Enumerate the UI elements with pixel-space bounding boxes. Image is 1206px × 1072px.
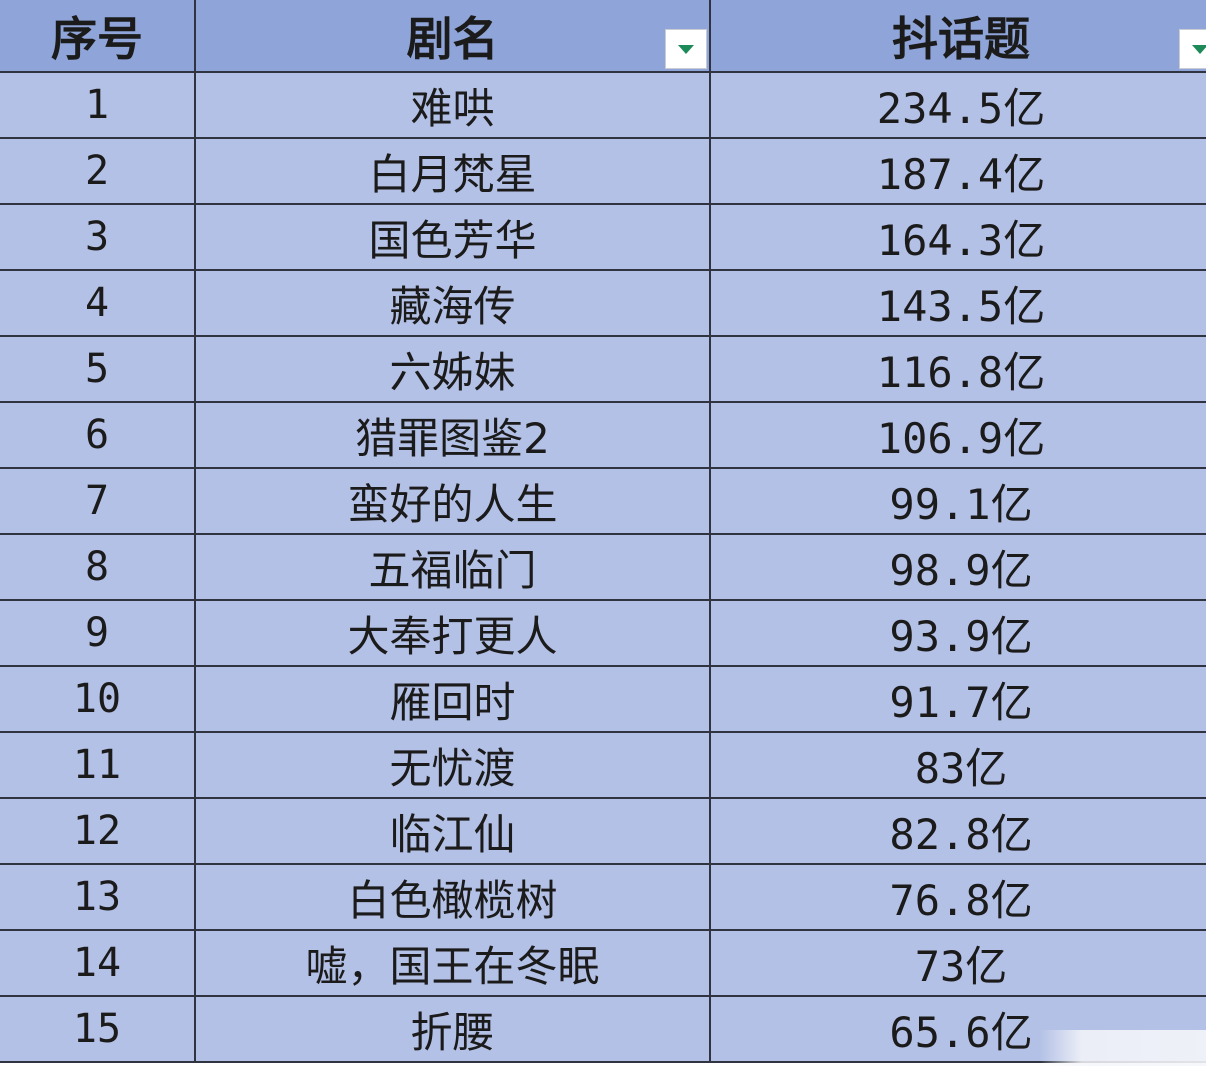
filter-dropdown-icon[interactable] bbox=[665, 29, 707, 69]
table-row: 13 白色橄榄树 76.8亿 bbox=[0, 863, 1206, 931]
cell-topic-count[interactable]: 164.3亿 bbox=[709, 203, 1206, 271]
table-row: 6 猎罪图鉴2 106.9亿 bbox=[0, 401, 1206, 469]
header-cell-name[interactable]: 剧名 bbox=[194, 0, 711, 73]
cell-topic-count[interactable]: 83亿 bbox=[709, 731, 1206, 799]
cell-index[interactable]: 1 bbox=[0, 71, 196, 139]
cell-drama-name[interactable]: 白月梵星 bbox=[194, 137, 711, 205]
cell-drama-name[interactable]: 无忧渡 bbox=[194, 731, 711, 799]
cell-index[interactable]: 4 bbox=[0, 269, 196, 337]
table-row: 11 无忧渡 83亿 bbox=[0, 731, 1206, 799]
cell-index[interactable]: 15 bbox=[0, 995, 196, 1063]
cell-topic-count[interactable]: 98.9亿 bbox=[709, 533, 1206, 601]
table-row: 14 嘘，国王在冬眠 73亿 bbox=[0, 929, 1206, 997]
cell-topic-count[interactable]: 234.5亿 bbox=[709, 71, 1206, 139]
cell-topic-count[interactable]: 91.7亿 bbox=[709, 665, 1206, 733]
cell-topic-count[interactable]: 82.8亿 bbox=[709, 797, 1206, 865]
cell-drama-name[interactable]: 藏海传 bbox=[194, 269, 711, 337]
cell-drama-name[interactable]: 六姊妹 bbox=[194, 335, 711, 403]
header-index-label: 序号 bbox=[51, 11, 143, 66]
cell-drama-name[interactable]: 白色橄榄树 bbox=[194, 863, 711, 931]
table-row: 10 雁回时 91.7亿 bbox=[0, 665, 1206, 733]
cell-index[interactable]: 9 bbox=[0, 599, 196, 667]
filter-dropdown-icon[interactable] bbox=[1179, 29, 1206, 69]
table-body: 1 难哄 234.5亿 2 白月梵星 187.4亿 3 国色芳华 164.3亿 4 藏海传 143.5… bbox=[0, 71, 1206, 1063]
cell-index[interactable]: 6 bbox=[0, 401, 196, 469]
table-row: 15 折腰 65.6亿 bbox=[0, 995, 1206, 1063]
table-row: 9 大奉打更人 93.9亿 bbox=[0, 599, 1206, 667]
header-cell-topic[interactable]: 抖话题 bbox=[709, 0, 1206, 73]
cell-topic-count[interactable]: 73亿 bbox=[709, 929, 1206, 997]
table-row: 12 临江仙 82.8亿 bbox=[0, 797, 1206, 865]
table-row: 7 蛮好的人生 99.1亿 bbox=[0, 467, 1206, 535]
cell-index[interactable]: 12 bbox=[0, 797, 196, 865]
cell-index[interactable]: 5 bbox=[0, 335, 196, 403]
cell-topic-count[interactable]: 116.8亿 bbox=[709, 335, 1206, 403]
table-row: 1 难哄 234.5亿 bbox=[0, 71, 1206, 139]
cell-drama-name[interactable]: 国色芳华 bbox=[194, 203, 711, 271]
cell-topic-count[interactable]: 143.5亿 bbox=[709, 269, 1206, 337]
cell-index[interactable]: 11 bbox=[0, 731, 196, 799]
header-cell-index[interactable]: 序号 bbox=[0, 0, 196, 73]
cell-drama-name[interactable]: 难哄 bbox=[194, 71, 711, 139]
cell-drama-name[interactable]: 大奉打更人 bbox=[194, 599, 711, 667]
header-row: 序号 剧名 抖话题 bbox=[0, 0, 1206, 73]
cell-index[interactable]: 3 bbox=[0, 203, 196, 271]
cell-index[interactable]: 14 bbox=[0, 929, 196, 997]
cell-index[interactable]: 10 bbox=[0, 665, 196, 733]
cell-topic-count[interactable]: 187.4亿 bbox=[709, 137, 1206, 205]
header-topic-label: 抖话题 bbox=[892, 11, 1030, 66]
table-row: 3 国色芳华 164.3亿 bbox=[0, 203, 1206, 271]
cell-drama-name[interactable]: 折腰 bbox=[194, 995, 711, 1063]
cell-topic-count[interactable]: 93.9亿 bbox=[709, 599, 1206, 667]
cell-topic-count[interactable]: 99.1亿 bbox=[709, 467, 1206, 535]
cell-drama-name[interactable]: 临江仙 bbox=[194, 797, 711, 865]
cell-drama-name[interactable]: 五福临门 bbox=[194, 533, 711, 601]
table-row: 2 白月梵星 187.4亿 bbox=[0, 137, 1206, 205]
cell-index[interactable]: 13 bbox=[0, 863, 196, 931]
table-row: 5 六姊妹 116.8亿 bbox=[0, 335, 1206, 403]
cell-drama-name[interactable]: 嘘，国王在冬眠 bbox=[194, 929, 711, 997]
cell-topic-count[interactable]: 76.8亿 bbox=[709, 863, 1206, 931]
cell-drama-name[interactable]: 猎罪图鉴2 bbox=[194, 401, 711, 469]
cell-topic-count[interactable]: 106.9亿 bbox=[709, 401, 1206, 469]
table-header: 序号 剧名 抖话题 bbox=[0, 0, 1206, 73]
cell-drama-name[interactable]: 雁回时 bbox=[194, 665, 711, 733]
cell-index[interactable]: 7 bbox=[0, 467, 196, 535]
cell-index[interactable]: 2 bbox=[0, 137, 196, 205]
cell-index[interactable]: 8 bbox=[0, 533, 196, 601]
table-row: 8 五福临门 98.9亿 bbox=[0, 533, 1206, 601]
cell-drama-name[interactable]: 蛮好的人生 bbox=[194, 467, 711, 535]
header-name-label: 剧名 bbox=[406, 11, 499, 66]
cell-topic-count[interactable]: 65.6亿 bbox=[709, 995, 1206, 1063]
table-row: 4 藏海传 143.5亿 bbox=[0, 269, 1206, 337]
